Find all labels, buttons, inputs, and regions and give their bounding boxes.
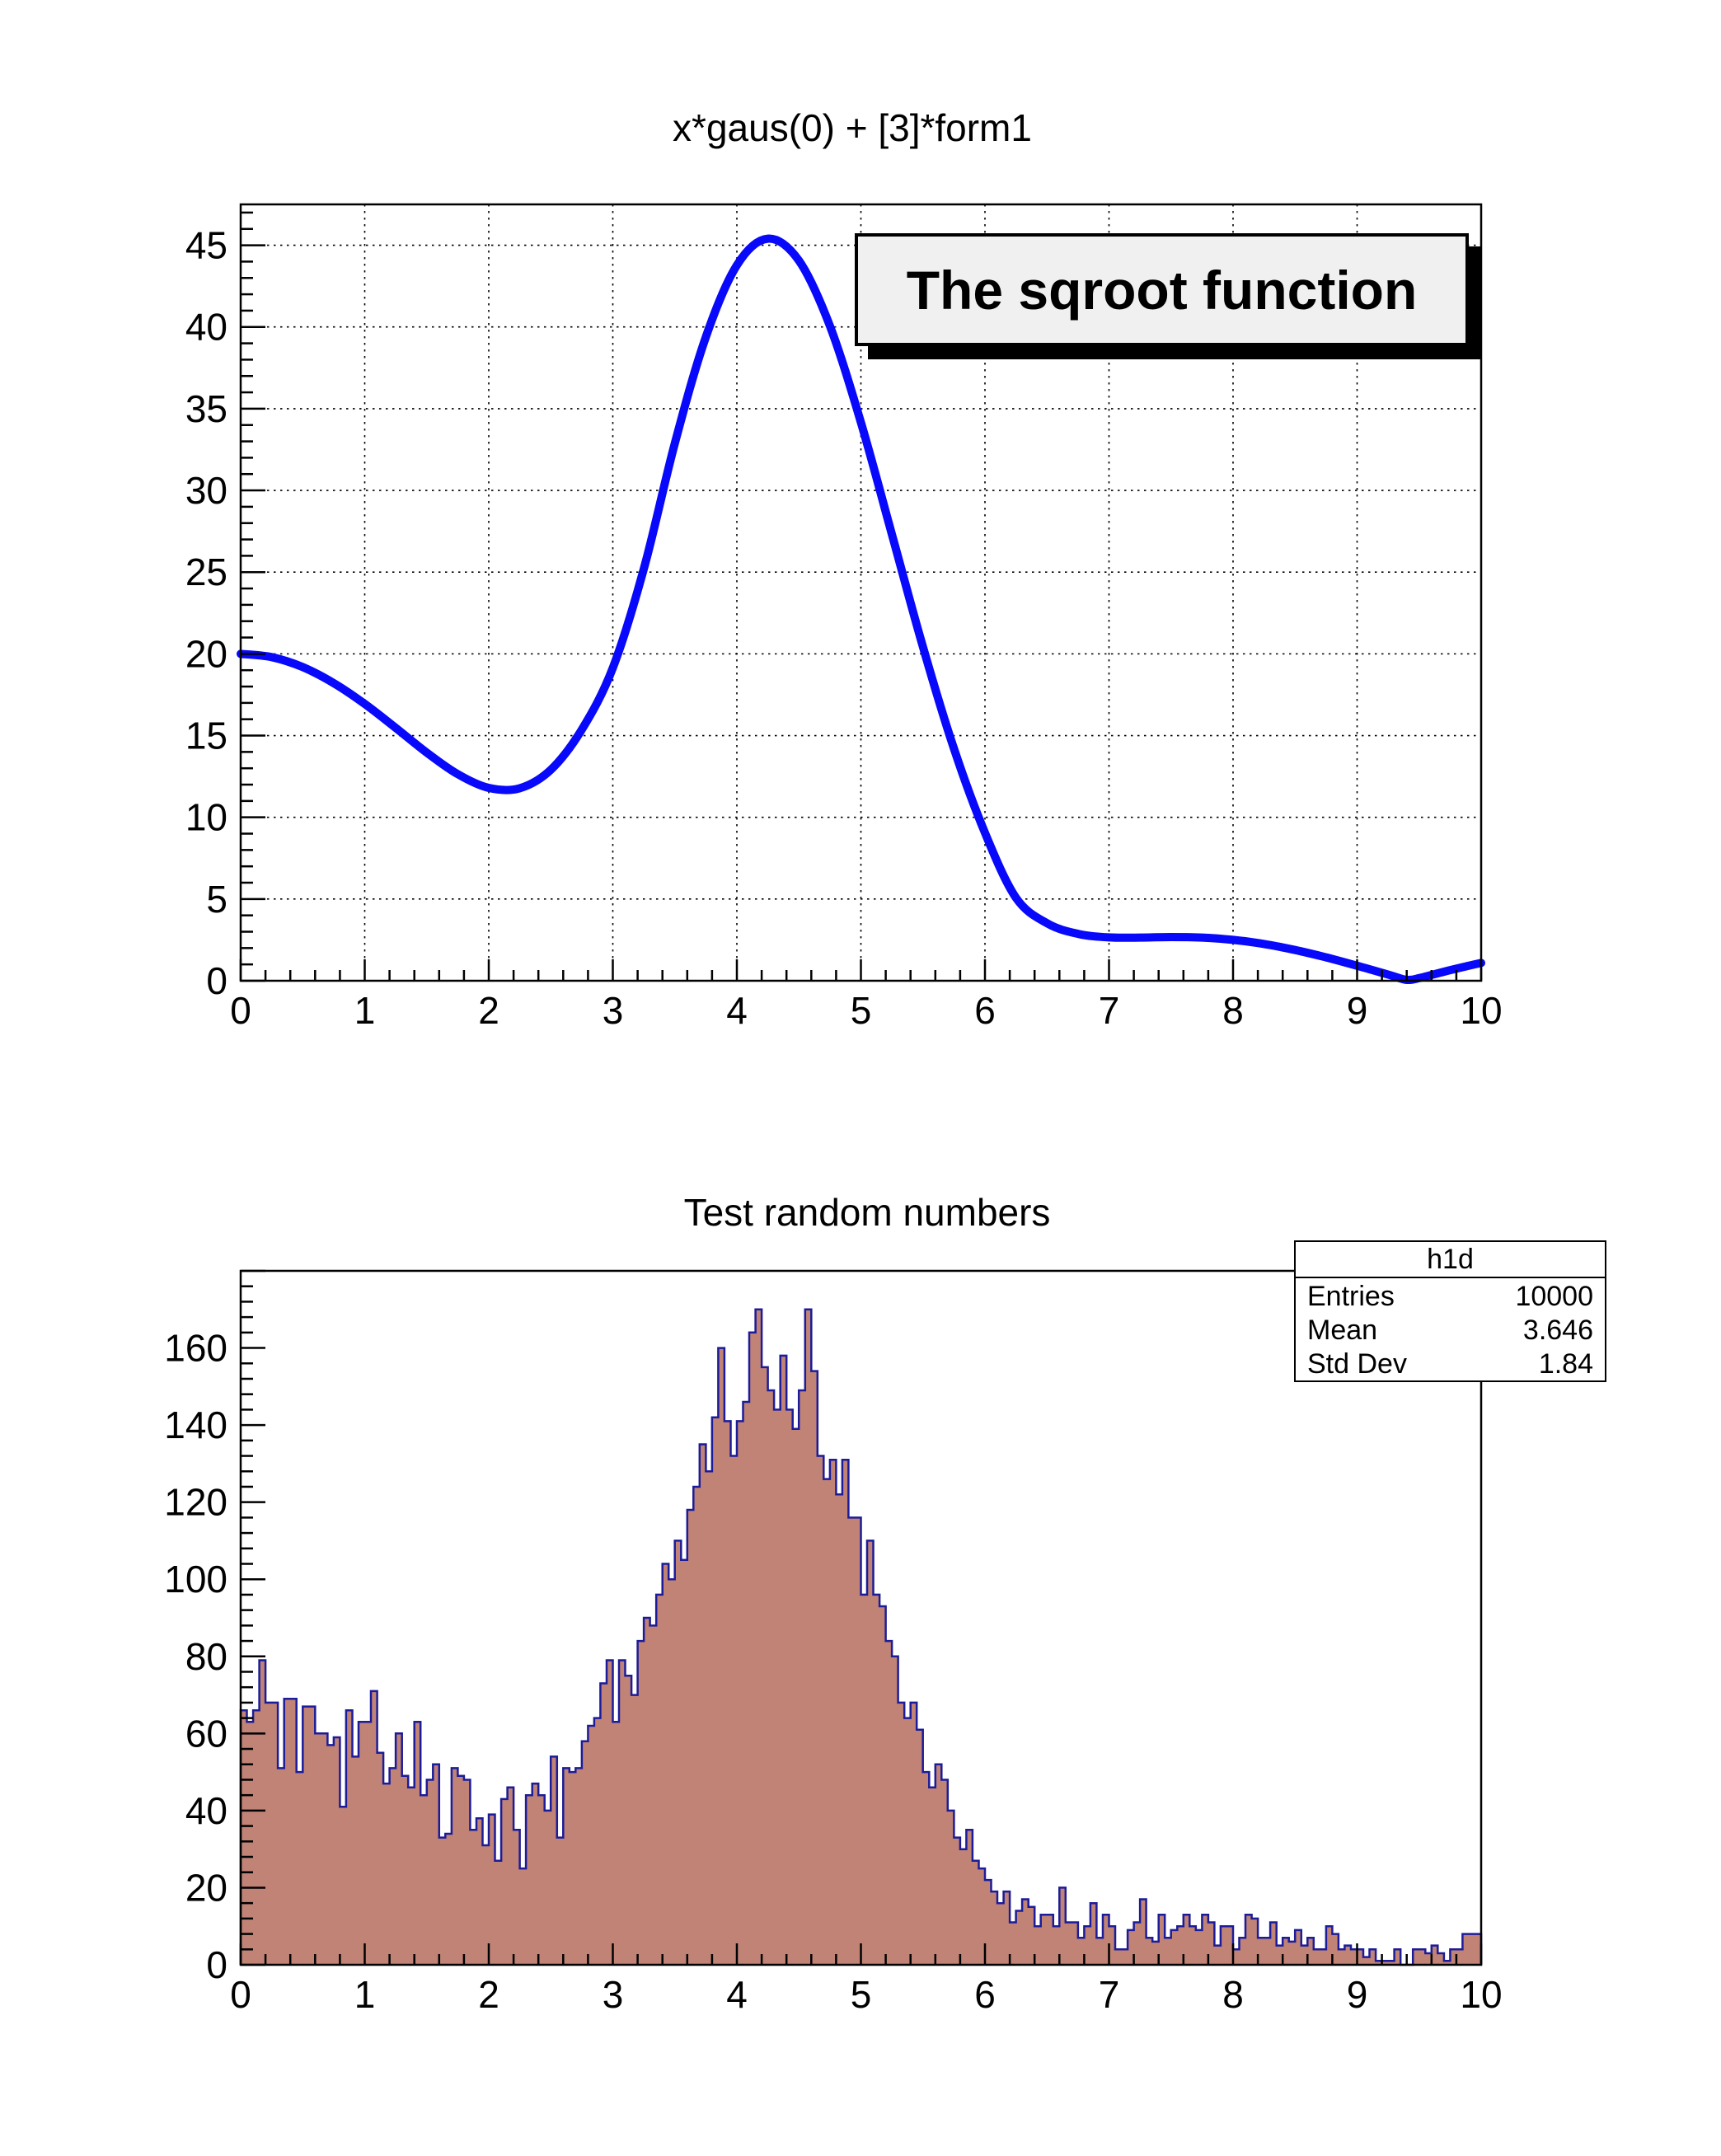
- x-tick-label: 1: [354, 989, 376, 1032]
- x-tick-label: 1: [354, 1973, 376, 2016]
- x-tick-label: 9: [1347, 989, 1368, 1032]
- x-tick-label: 8: [1222, 1973, 1244, 2016]
- x-tick-label: 3: [603, 989, 624, 1032]
- y-tick-label: 30: [185, 469, 227, 512]
- y-tick-label: 140: [164, 1404, 227, 1446]
- bottom-pad-title: Test random numbers: [683, 1191, 1051, 1234]
- x-tick-label: 0: [230, 989, 251, 1032]
- y-tick-label: 80: [185, 1635, 227, 1678]
- stats-box-rows: Entries 10000 Mean 3.646 Std Dev 1.84: [1296, 1278, 1605, 1381]
- stats-label: Mean: [1307, 1315, 1378, 1346]
- stats-value: 3.646: [1522, 1315, 1593, 1346]
- stats-value: 10000: [1515, 1281, 1593, 1312]
- x-tick-label: 4: [726, 1973, 748, 2016]
- sqroot-box-frame: The sqroot function: [855, 233, 1469, 346]
- y-tick-label: 15: [185, 715, 227, 757]
- stats-label: Std Dev: [1307, 1348, 1407, 1380]
- x-tick-label: 8: [1222, 989, 1244, 1032]
- y-tick-label: 160: [164, 1327, 227, 1370]
- x-tick-label: 9: [1347, 1973, 1368, 2016]
- y-tick-label: 45: [185, 224, 227, 267]
- stats-box-title: h1d: [1296, 1242, 1605, 1278]
- y-tick-label: 40: [185, 1789, 227, 1832]
- x-tick-label: 6: [974, 989, 996, 1032]
- x-tick-label: 2: [478, 989, 499, 1032]
- sqroot-function-box[interactable]: The sqroot function: [855, 233, 1482, 359]
- x-tick-label: 7: [1099, 989, 1120, 1032]
- y-tick-label: 5: [206, 878, 227, 921]
- stats-box[interactable]: h1d Entries 10000 Mean 3.646 Std Dev 1.8…: [1294, 1240, 1606, 1382]
- sqroot-box-label: The sqroot function: [906, 259, 1418, 321]
- y-tick-label: 0: [206, 959, 227, 1002]
- x-tick-label: 4: [726, 989, 748, 1032]
- x-tick-label: 0: [230, 1973, 251, 2016]
- y-tick-label: 10: [185, 796, 227, 839]
- stats-label: Entries: [1307, 1281, 1395, 1312]
- x-tick-label: 5: [851, 1973, 872, 2016]
- top-pad-title: x*gaus(0) + [3]*form1: [673, 106, 1032, 149]
- y-tick-label: 35: [185, 387, 227, 430]
- x-tick-label: 3: [603, 1973, 624, 2016]
- y-tick-label: 60: [185, 1712, 227, 1755]
- function-curve: [237, 234, 1485, 984]
- y-tick-label: 40: [185, 306, 227, 349]
- stats-row-mean: Mean 3.646: [1307, 1314, 1593, 1348]
- y-tick-label: 120: [164, 1481, 227, 1524]
- y-tick-label: 20: [185, 1866, 227, 1909]
- x-tick-label: 6: [974, 1973, 996, 2016]
- x-tick-label: 5: [851, 989, 872, 1032]
- y-tick-label: 25: [185, 551, 227, 593]
- x-tick-label: 2: [478, 1973, 499, 2016]
- y-tick-label: 20: [185, 632, 227, 675]
- x-tick-label: 10: [1460, 989, 1502, 1032]
- stats-value: 1.84: [1538, 1348, 1593, 1380]
- y-tick-label: 0: [206, 1943, 227, 1986]
- x-tick-label: 10: [1460, 1973, 1502, 2016]
- x-tick-label: 7: [1099, 1973, 1120, 2016]
- stats-row-stddev: Std Dev 1.84: [1307, 1348, 1593, 1381]
- y-tick-label: 100: [164, 1558, 227, 1601]
- histogram-bars: [239, 1308, 1483, 1966]
- stats-row-entries: Entries 10000: [1307, 1280, 1593, 1314]
